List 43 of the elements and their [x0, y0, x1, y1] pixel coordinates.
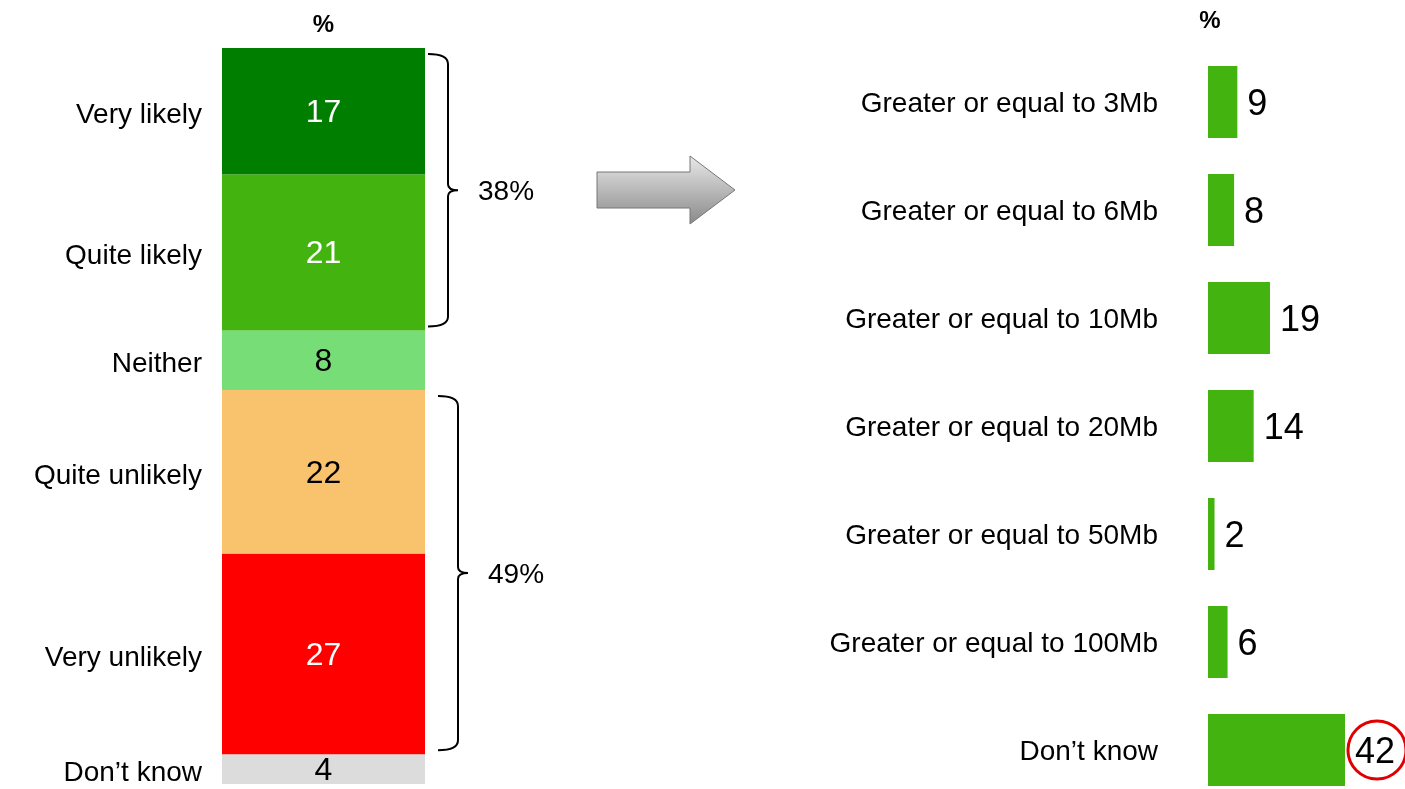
y-tick-label: Greater or equal to 3Mb	[860, 87, 1158, 118]
data-label: 8	[1244, 190, 1265, 231]
bar	[1208, 714, 1345, 786]
bar	[222, 48, 425, 175]
bar	[222, 389, 425, 554]
bar	[1208, 498, 1215, 570]
y-tick-label: Greater or equal to 50Mb	[845, 519, 1158, 550]
bar	[222, 330, 425, 390]
bar	[1208, 174, 1235, 246]
bar	[222, 553, 425, 755]
y-tick-label: Don’t know	[1019, 735, 1159, 766]
chart-title: %	[1199, 6, 1221, 33]
series-label: Neither	[111, 347, 202, 379]
series-label: Quite likely	[65, 239, 202, 271]
data-label: 14	[1263, 406, 1304, 447]
series-label: Quite unlikely	[33, 458, 202, 490]
bar	[1208, 282, 1270, 354]
bar	[222, 754, 425, 784]
y-tick-label: Greater or equal to 10Mb	[845, 303, 1158, 334]
data-label: 17	[305, 93, 342, 130]
data-label: 2	[1224, 514, 1245, 555]
data-label: 4	[314, 751, 333, 788]
text: 38%	[478, 175, 535, 207]
data-label: 27	[305, 635, 342, 672]
chart-title: %	[312, 10, 335, 37]
bar	[1208, 606, 1228, 678]
data-label: 6	[1237, 622, 1258, 663]
y-tick-label: Greater or equal to 6Mb	[860, 195, 1158, 226]
bar	[1208, 390, 1254, 462]
text: 49%	[488, 558, 545, 590]
data-label: 21	[305, 234, 342, 271]
data-label: 42	[1355, 730, 1396, 771]
bar	[1208, 66, 1238, 138]
series-label: Very likely	[75, 98, 202, 130]
series-label: Very unlikely	[44, 640, 202, 672]
data-label: 8	[314, 342, 333, 379]
data-label: 22	[305, 453, 342, 490]
bar	[222, 174, 425, 331]
data-label: 19	[1279, 298, 1321, 339]
series-label: Don’t know	[63, 756, 203, 788]
y-tick-label: Greater or equal to 100Mb	[829, 627, 1158, 658]
data-label: 9	[1247, 82, 1268, 123]
y-tick-label: Greater or equal to 20Mb	[845, 411, 1158, 442]
